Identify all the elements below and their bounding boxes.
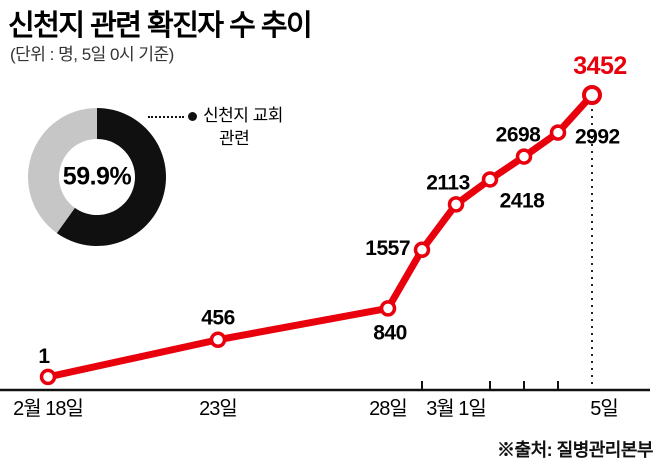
x-axis-label: 5일 bbox=[590, 397, 618, 420]
data-point-marker bbox=[582, 85, 602, 105]
legend-bullet-icon bbox=[188, 112, 197, 121]
donut-percent-label: 59.9% bbox=[62, 162, 132, 191]
legend-label-line2: 관련 bbox=[219, 129, 250, 148]
point-value-label: 2113 bbox=[426, 171, 470, 194]
x-axis-label: 2월 18일 bbox=[13, 397, 83, 420]
donut-chart bbox=[27, 108, 166, 246]
trend-line-chart: 1 456 840 1557 2113 2418 2698 2992 3452 2월 18일 23일… bbox=[0, 52, 650, 420]
legend-label-line1: 신천지 교회 bbox=[203, 106, 283, 125]
data-point-marker bbox=[549, 124, 567, 141]
data-point-marker bbox=[209, 331, 227, 348]
x-axis-label: 28일 bbox=[369, 397, 407, 420]
data-point-marker bbox=[379, 300, 397, 317]
point-value-label: 3452 bbox=[573, 52, 627, 80]
data-point-marker bbox=[447, 196, 465, 213]
point-value-label: 2698 bbox=[496, 124, 542, 147]
data-point-marker bbox=[413, 241, 431, 259]
donut-legend: 신천지 교회 관련 bbox=[148, 104, 283, 150]
point-value-label: 1 bbox=[38, 345, 50, 368]
page-title: 신천지 관련 확진자 수 추이 bbox=[8, 10, 313, 42]
data-point-marker bbox=[515, 148, 533, 165]
point-value-label: 1557 bbox=[365, 237, 410, 260]
unit-note: (단위 : 명, 5일 0시 기준) bbox=[10, 45, 174, 64]
point-value-label: 2992 bbox=[575, 126, 620, 149]
donut-slice-shincheonji bbox=[56, 108, 166, 246]
dotted-leader-line bbox=[148, 116, 184, 118]
data-point-marker bbox=[481, 171, 499, 188]
point-value-label: 840 bbox=[373, 321, 407, 344]
source-credit: ※출처: 질병관리본부 bbox=[497, 440, 653, 460]
data-point-marker bbox=[39, 368, 57, 386]
legend-label: 신천지 교회 관련 bbox=[203, 104, 283, 150]
point-value-label: 2418 bbox=[500, 189, 546, 212]
point-value-label: 456 bbox=[201, 307, 235, 330]
x-axis-label: 23일 bbox=[199, 397, 237, 420]
x-axis-label: 3월 1일 bbox=[426, 397, 486, 420]
donut-slice-other bbox=[27, 108, 97, 234]
